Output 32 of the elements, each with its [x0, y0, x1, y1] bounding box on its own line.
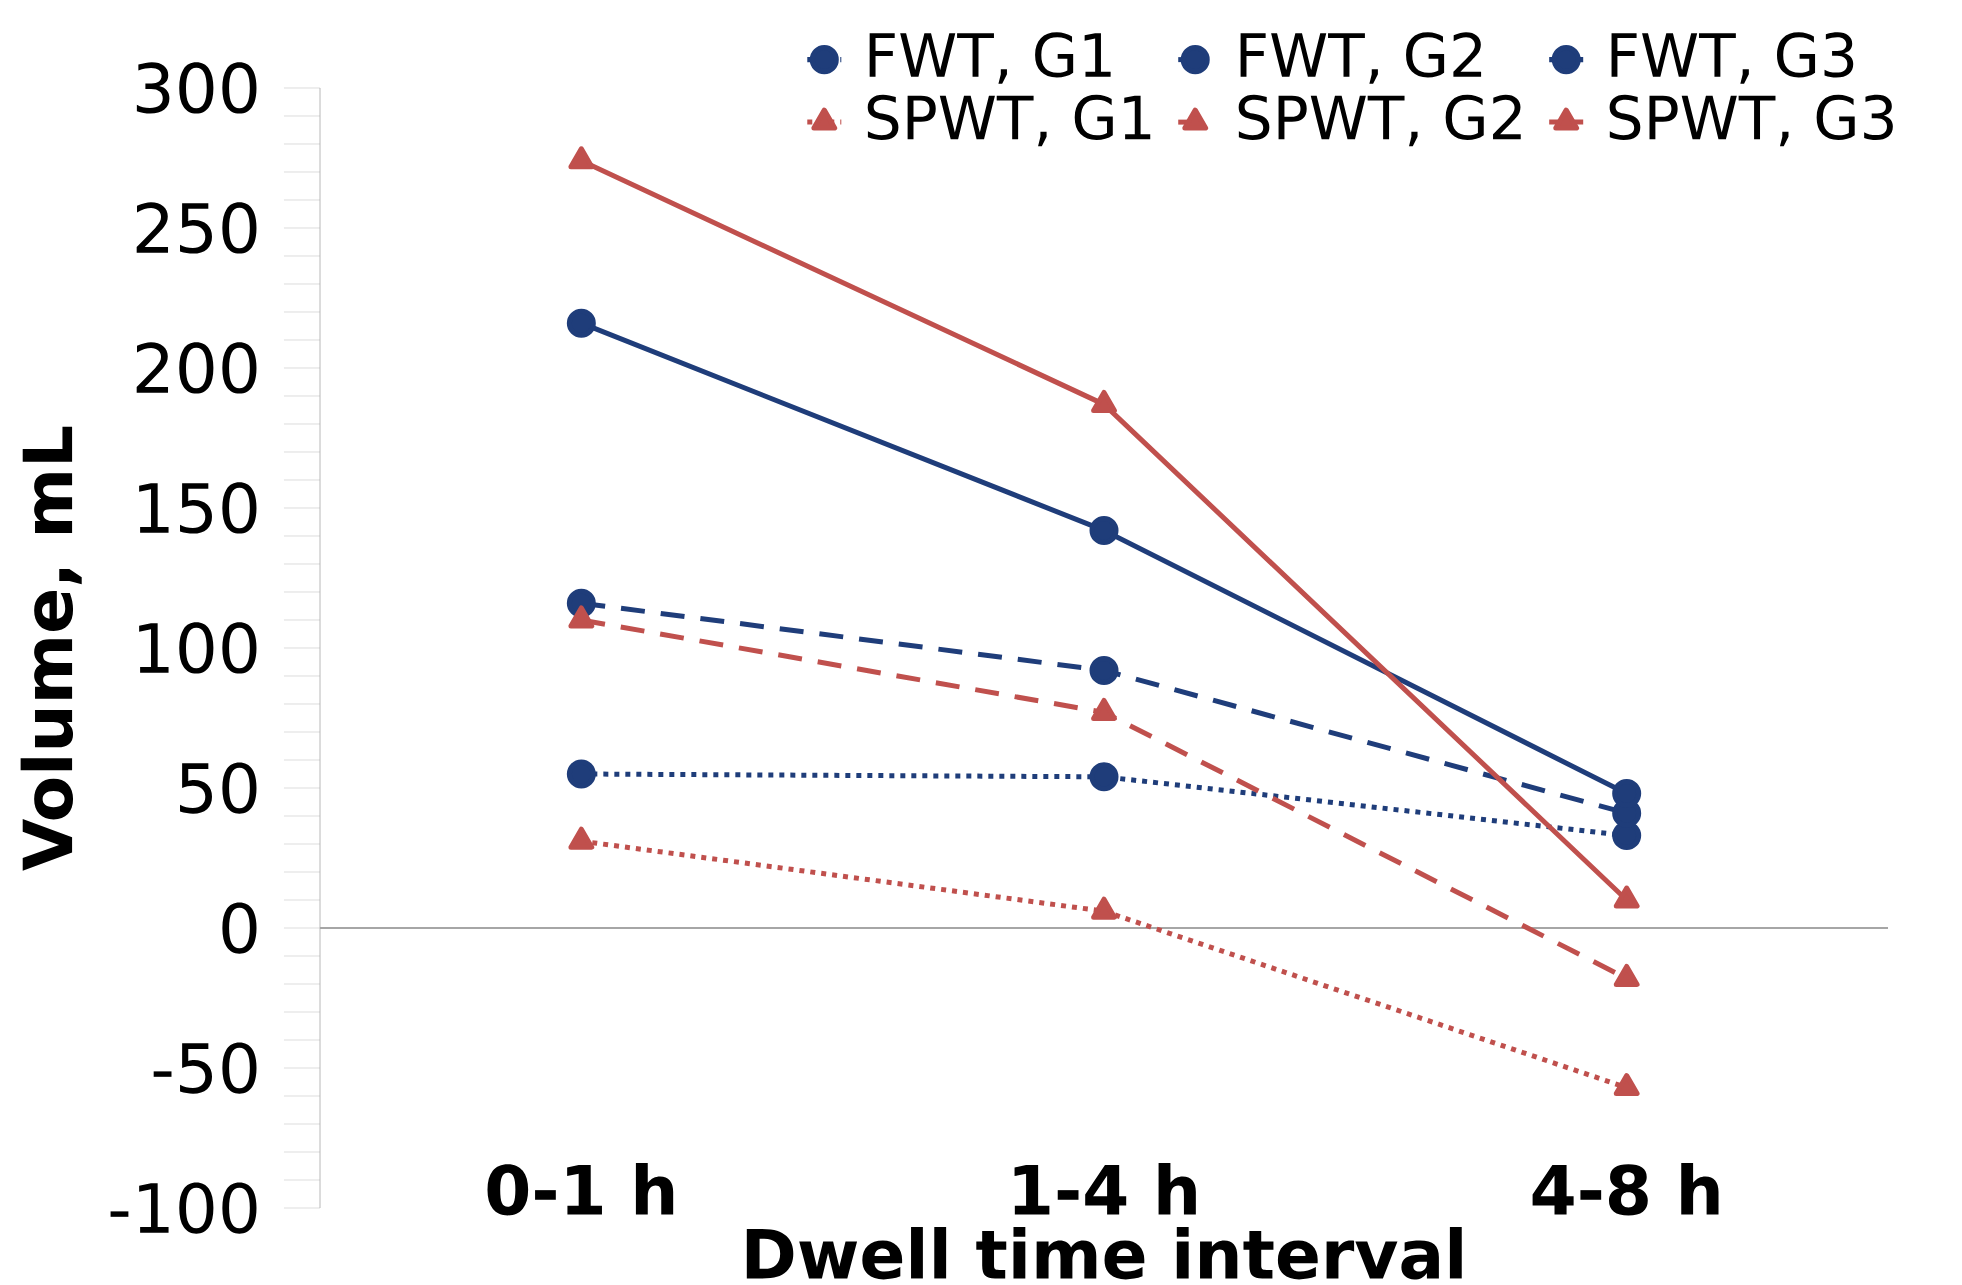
y-tick-label: 150 [139, 482, 257, 534]
x-axis-title: Dwell time interval [746, 1226, 1462, 1280]
y-tick-label: 100 [139, 622, 257, 674]
legend-label: SPWT, G1 [867, 94, 1151, 147]
y-axis-title: Volume, mL [20, 426, 82, 871]
y-tick-label: 50 [180, 762, 257, 814]
point [1091, 697, 1117, 721]
y-tick-label: -50 [153, 1042, 257, 1094]
legend-label: SPWT, G2 [1238, 94, 1521, 147]
point [568, 826, 595, 850]
y-tick-label: -100 [110, 1182, 257, 1234]
legend-label: FWT, G3 [1611, 32, 1854, 84]
point [566, 308, 596, 338]
legend-label: SPWT, G3 [1609, 94, 1893, 147]
point [1089, 515, 1119, 545]
point [566, 759, 596, 789]
legend-label: FWT, G2 [1240, 32, 1482, 84]
point [568, 605, 595, 629]
x-tick-label: 4-8 h [1532, 1162, 1719, 1216]
x-tick-label: 1-4 h [1014, 1162, 1196, 1215]
point [1613, 963, 1640, 987]
x-tick-label: 0-1 h [487, 1162, 674, 1216]
y-tick-label: 250 [136, 202, 257, 254]
point [1613, 885, 1640, 909]
y-tick-label: 200 [136, 342, 257, 394]
point [1089, 655, 1119, 685]
point [1089, 762, 1119, 792]
y-tick-label: 0 [222, 902, 257, 954]
point [1613, 1073, 1640, 1097]
point [1091, 896, 1117, 920]
y-tick-label: 300 [136, 62, 257, 114]
legend-label: FWT, G1 [869, 32, 1111, 84]
